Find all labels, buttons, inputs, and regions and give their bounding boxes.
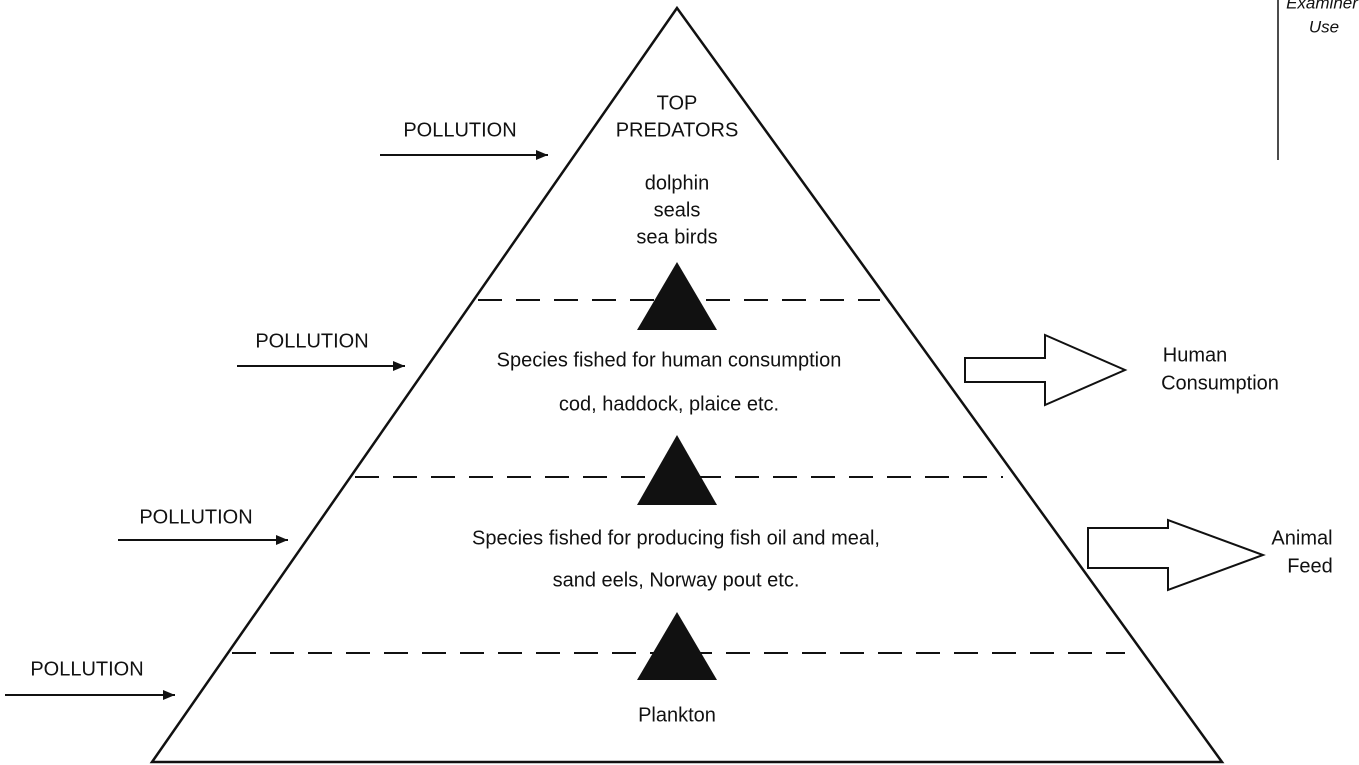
energy-triangles [637,262,717,680]
level-text: TOP [657,92,698,114]
level-text: dolphin [645,172,710,194]
level-text: Species fished for producing fish oil an… [472,527,880,549]
level-text: cod, haddock, plaice etc. [559,393,779,415]
output-label: Animal [1271,527,1332,549]
pollution-label: POLLUTION [139,506,252,528]
pollution-arrows [5,150,548,700]
level-text: sand eels, Norway pout etc. [553,569,800,591]
output-label: Human [1163,344,1227,366]
pollution-label: POLLUTION [255,330,368,352]
margin-label: Use [1309,17,1339,36]
level-text: sea birds [636,226,717,248]
level-text: Plankton [638,704,716,726]
level-text: Species fished for human consumption [497,349,842,371]
output-arrow [1087,518,1266,592]
level-text: seals [654,199,701,221]
margin-label: Examiner [1286,0,1359,12]
level-text: PREDATORS [616,119,739,141]
pollution-label: POLLUTION [403,119,516,141]
output-label: Feed [1287,555,1333,577]
pyramid [149,5,1225,764]
output-label: Consumption [1161,372,1279,394]
pollution-label: POLLUTION [30,658,143,680]
output-arrow [964,333,1128,407]
